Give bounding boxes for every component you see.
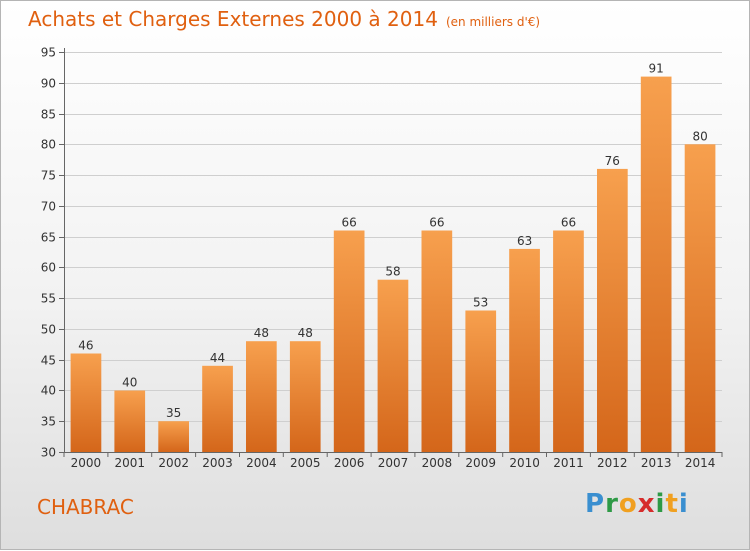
bar-2001 (114, 390, 146, 452)
y-tick-label: 80 (41, 138, 56, 152)
x-tick-label: 2007 (378, 456, 409, 470)
bar-2000 (70, 353, 102, 452)
y-tick-label: 65 (41, 231, 56, 245)
bar-2002 (158, 421, 189, 452)
x-tick-label: 2009 (465, 456, 496, 470)
y-tick-label: 85 (41, 108, 56, 122)
bar-2012 (597, 168, 628, 452)
bar-2011 (553, 230, 584, 452)
y-tick-label: 40 (41, 384, 56, 398)
x-tick-label: 2013 (641, 456, 672, 470)
chart-title-text: Achats et Charges Externes 2000 à 2014 (28, 7, 438, 31)
y-tick-label: 35 (41, 415, 56, 429)
axes: 30 35 40 45 50 55 60 65 70 75 80 85 90 95 2000 2001 2002… (41, 46, 723, 470)
x-tick-label: 2001 (115, 456, 146, 470)
bar-value-label: 63 (517, 234, 532, 248)
bar-value-label: 66 (341, 216, 356, 230)
bar-value-label: 48 (254, 326, 269, 340)
bar-2009 (465, 310, 497, 452)
bars: 46 40 35 44 48 48 66 58 66 53 63 66 76 91 80 (70, 62, 716, 453)
chart-unit: (en milliers d'€) (445, 15, 541, 29)
bar-2005 (289, 341, 321, 452)
x-tick-label: 2008 (422, 456, 453, 470)
bar-value-label: 66 (429, 216, 444, 230)
bar-2004 (246, 341, 277, 452)
proxiti-logo: Proxiti (585, 489, 689, 519)
x-tick-label: 2012 (597, 456, 628, 470)
bar-2010 (509, 248, 540, 452)
bar-value-label: 66 (561, 216, 576, 230)
y-tick-label: 70 (41, 200, 56, 214)
y-tick-label: 60 (41, 261, 56, 275)
y-tick-label: 95 (41, 46, 56, 60)
bar-value-label: 53 (473, 296, 488, 310)
x-tick-label: 2011 (553, 456, 584, 470)
y-tick-label: 75 (41, 169, 56, 183)
bar-2006 (333, 230, 365, 452)
commune-name: CHABRAC (37, 495, 134, 519)
bar-2007 (377, 279, 409, 452)
y-tick-label: 50 (41, 323, 56, 337)
x-tick-label: 2000 (71, 456, 102, 470)
bar-value-label: 46 (78, 339, 93, 353)
y-tick-label: 55 (41, 292, 56, 306)
x-tick-label: 2014 (685, 456, 716, 470)
bar-value-label: 76 (605, 154, 620, 168)
bar-value-label: 58 (385, 265, 400, 279)
bar-2013 (640, 76, 672, 452)
y-tick-label: 30 (41, 446, 56, 460)
chart-title: Achats et Charges Externes 2000 à 2014 (e… (28, 7, 540, 31)
bar-value-label: 35 (166, 406, 181, 420)
y-tick-label: 90 (41, 77, 56, 91)
x-tick-label: 2005 (290, 456, 321, 470)
x-tick-label: 2006 (334, 456, 365, 470)
x-tick-label: 2004 (246, 456, 277, 470)
bar-value-label: 91 (649, 62, 664, 76)
bar-2008 (421, 230, 453, 452)
x-tick-label: 2010 (509, 456, 540, 470)
bar-value-label: 44 (210, 351, 225, 365)
bar-2003 (202, 365, 233, 452)
bar-value-label: 80 (692, 129, 707, 143)
bar-value-label: 48 (298, 326, 313, 340)
x-tick-label: 2003 (202, 456, 233, 470)
bar-2014 (684, 144, 716, 453)
y-tick-label: 45 (41, 354, 56, 368)
bar-value-label: 40 (122, 376, 137, 390)
x-tick-label: 2002 (158, 456, 189, 470)
